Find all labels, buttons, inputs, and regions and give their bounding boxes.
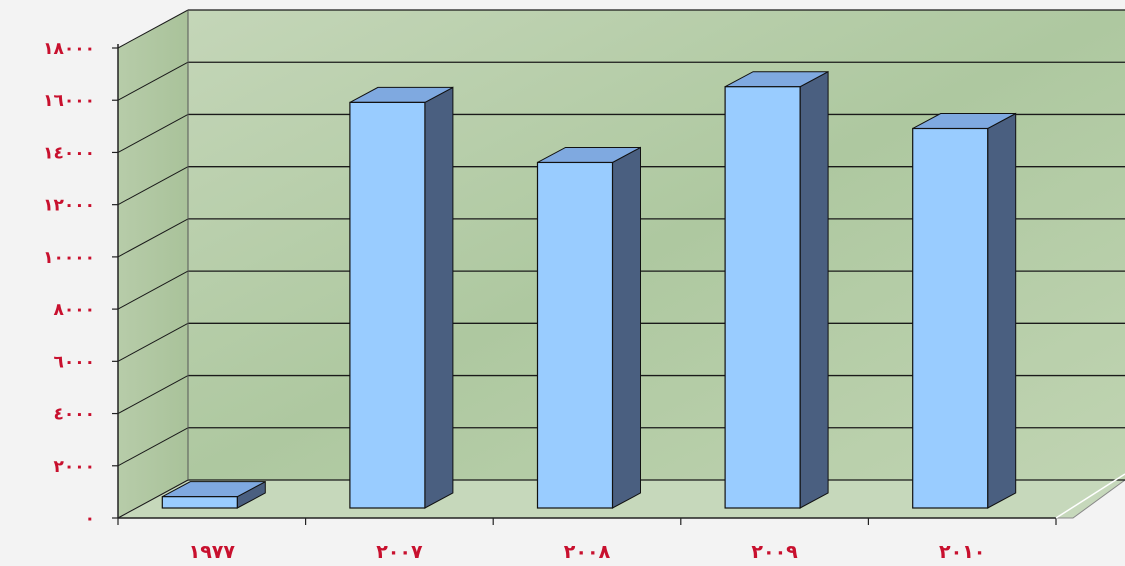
x-tick-label: ٢٠٠٨ <box>564 541 611 563</box>
bar-front <box>724 86 801 509</box>
bar-front <box>161 496 238 509</box>
bar-front <box>912 127 989 509</box>
bar <box>912 112 1017 509</box>
gridline-side <box>117 270 189 310</box>
gridline-side <box>117 218 189 258</box>
y-tick-label: ٦٠٠٠ <box>53 352 95 372</box>
gridline-side <box>117 61 189 101</box>
bar-side <box>799 70 829 509</box>
bar-front <box>349 101 426 509</box>
y-tick-label: ٤٠٠٠ <box>53 405 95 425</box>
y-tick-label: ١٤٠٠٠ <box>43 143 95 163</box>
bar-side <box>424 86 454 509</box>
x-tick-label: ٢٠٠٧ <box>376 541 423 563</box>
y-tick-label: ١٢٠٠٠ <box>43 196 95 216</box>
bar <box>724 70 829 509</box>
gridline-side <box>117 9 189 49</box>
y-tick-label: ١٦٠٠٠ <box>43 91 95 111</box>
y-tick-label: ٠ <box>85 509 95 529</box>
bar <box>349 86 454 509</box>
bar-front <box>536 161 614 509</box>
gridline-side <box>117 479 189 519</box>
side-wall <box>118 10 188 518</box>
gridline-side <box>117 427 189 467</box>
x-tick-label: ٢٠٠٩ <box>751 541 798 563</box>
x-tick-label: ٢٠١٠ <box>939 541 985 563</box>
gridline-side <box>117 114 189 153</box>
gridline-side <box>117 322 189 362</box>
y-tick-label: ١٨٠٠٠ <box>43 39 95 59</box>
gridline-side <box>117 375 189 414</box>
gridline-side <box>117 166 189 206</box>
y-tick-label: ٢٠٠٠ <box>53 457 95 477</box>
bar <box>161 480 266 509</box>
floor-edge <box>1055 473 1125 519</box>
bar <box>536 146 641 509</box>
bar-side <box>987 112 1017 509</box>
y-tick-label: ١٠٠٠٠ <box>43 248 95 268</box>
y-tick-label: ٨٠٠٠ <box>53 300 95 320</box>
x-tick-label: ١٩٧٧ <box>189 541 236 563</box>
bar-side <box>612 146 641 509</box>
